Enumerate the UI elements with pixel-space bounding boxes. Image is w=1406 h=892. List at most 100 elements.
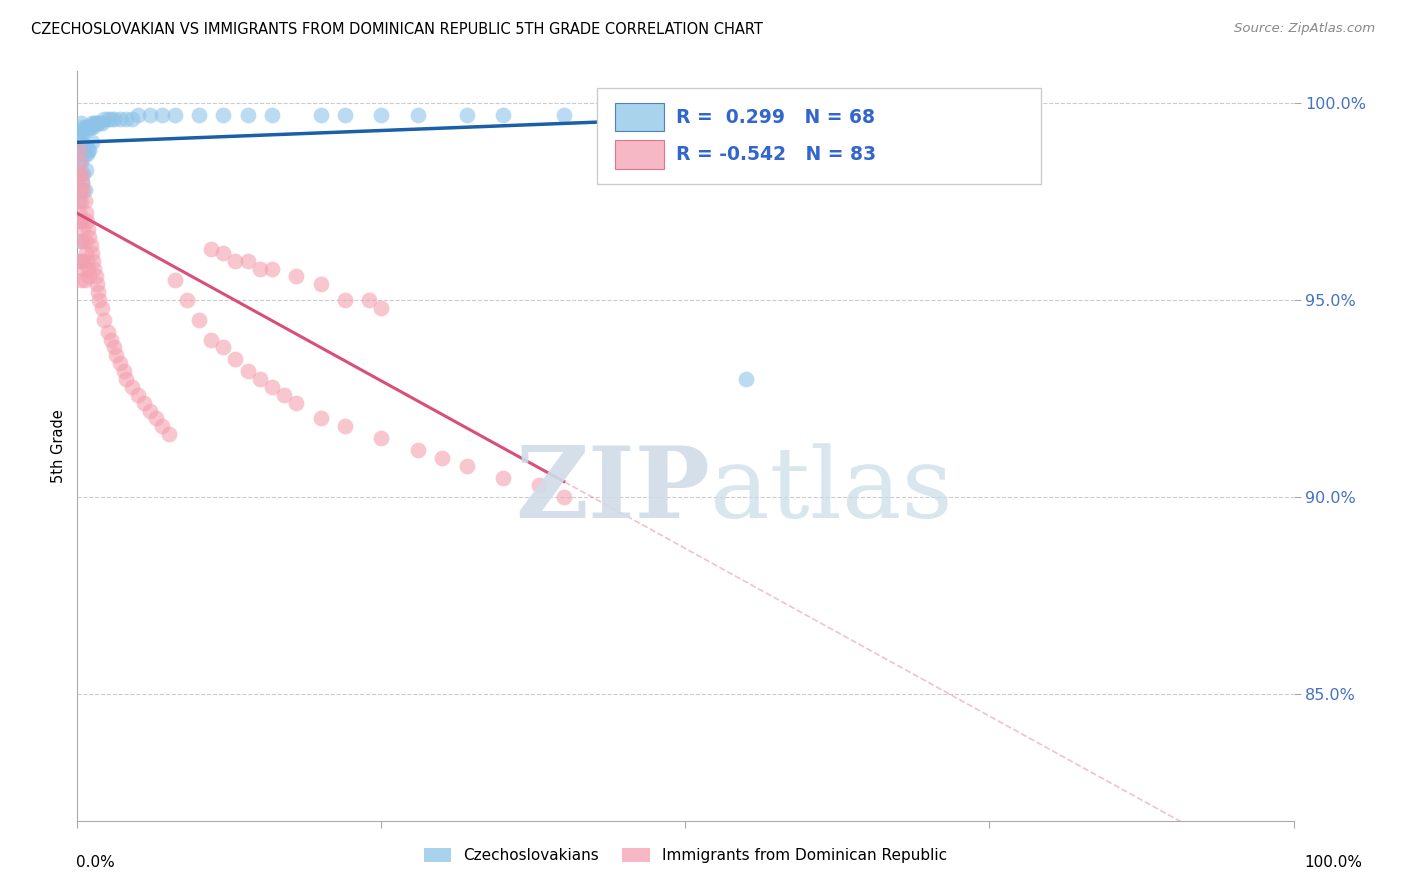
Point xyxy=(163,108,186,122)
Point xyxy=(103,112,125,126)
Point xyxy=(89,115,111,129)
Point xyxy=(103,340,125,354)
Point xyxy=(456,458,478,473)
Point xyxy=(105,348,128,362)
Point xyxy=(75,139,97,153)
Point xyxy=(406,442,429,457)
Point xyxy=(77,222,100,236)
Point xyxy=(69,214,91,228)
Point xyxy=(553,108,575,122)
Point xyxy=(82,253,104,268)
Point xyxy=(70,253,93,268)
Point xyxy=(430,450,453,465)
Point xyxy=(90,115,112,129)
Point xyxy=(93,112,115,126)
Point xyxy=(70,115,93,129)
Point xyxy=(69,253,91,268)
Point xyxy=(212,108,235,122)
Point xyxy=(456,108,478,122)
Point xyxy=(100,112,122,126)
Point xyxy=(79,269,101,284)
Point xyxy=(69,214,91,228)
Point xyxy=(273,388,295,402)
Point xyxy=(73,194,96,209)
Point xyxy=(86,277,108,292)
Point xyxy=(236,108,259,122)
Point xyxy=(73,183,96,197)
Point xyxy=(79,120,101,134)
Point xyxy=(89,293,111,307)
Point xyxy=(492,108,515,122)
Point xyxy=(70,194,93,209)
Text: 100.0%: 100.0% xyxy=(1303,855,1362,870)
Point xyxy=(675,108,697,122)
Point xyxy=(134,395,156,409)
Point xyxy=(370,301,392,315)
Point xyxy=(97,325,120,339)
Legend: Czechoslovakians, Immigrants from Dominican Republic: Czechoslovakians, Immigrants from Domini… xyxy=(418,842,953,869)
Point xyxy=(70,175,93,189)
Point xyxy=(70,273,93,287)
Point xyxy=(77,120,100,134)
Point xyxy=(309,277,332,292)
Point xyxy=(260,108,283,122)
Point xyxy=(370,431,392,445)
Point xyxy=(249,372,271,386)
Point xyxy=(115,372,138,386)
Text: 0.0%: 0.0% xyxy=(76,855,115,870)
Point xyxy=(108,112,131,126)
Point xyxy=(70,136,93,150)
Point xyxy=(406,108,429,122)
Point xyxy=(212,245,235,260)
Point xyxy=(70,123,93,137)
Point xyxy=(70,175,93,189)
Point xyxy=(83,115,105,129)
Point xyxy=(80,120,103,134)
Point xyxy=(69,167,91,181)
Point xyxy=(79,143,101,157)
Point xyxy=(70,214,93,228)
Point xyxy=(212,340,235,354)
Point xyxy=(67,155,90,169)
Point xyxy=(260,380,283,394)
Point xyxy=(70,167,93,181)
Point xyxy=(260,261,283,276)
Point xyxy=(73,273,96,287)
Point xyxy=(333,419,356,434)
Point xyxy=(72,222,94,236)
Point xyxy=(80,238,103,252)
Point xyxy=(309,108,332,122)
Text: atlas: atlas xyxy=(710,443,952,539)
Point xyxy=(121,112,143,126)
Point xyxy=(75,206,97,220)
Point xyxy=(90,301,112,315)
Point xyxy=(73,234,96,248)
Point xyxy=(67,194,90,209)
Point xyxy=(69,143,91,157)
Point xyxy=(72,261,94,276)
Point xyxy=(224,253,246,268)
Point xyxy=(67,206,90,220)
Point xyxy=(82,120,104,134)
Point xyxy=(200,242,222,256)
Point xyxy=(236,364,259,378)
Point xyxy=(152,108,174,122)
Point xyxy=(115,112,138,126)
FancyBboxPatch shape xyxy=(614,140,664,169)
Point xyxy=(188,108,211,122)
Text: Source: ZipAtlas.com: Source: ZipAtlas.com xyxy=(1234,22,1375,36)
Point xyxy=(69,123,91,137)
Point xyxy=(127,108,149,122)
Point xyxy=(139,108,162,122)
Point xyxy=(152,419,174,434)
Point xyxy=(112,364,135,378)
Point xyxy=(76,120,98,134)
Point xyxy=(83,261,105,276)
Point xyxy=(145,411,167,425)
Point xyxy=(108,356,131,370)
Text: R =  0.299   N = 68: R = 0.299 N = 68 xyxy=(676,108,875,127)
Point xyxy=(139,403,162,417)
Point xyxy=(70,234,93,248)
Point xyxy=(70,253,93,268)
FancyBboxPatch shape xyxy=(614,103,664,131)
